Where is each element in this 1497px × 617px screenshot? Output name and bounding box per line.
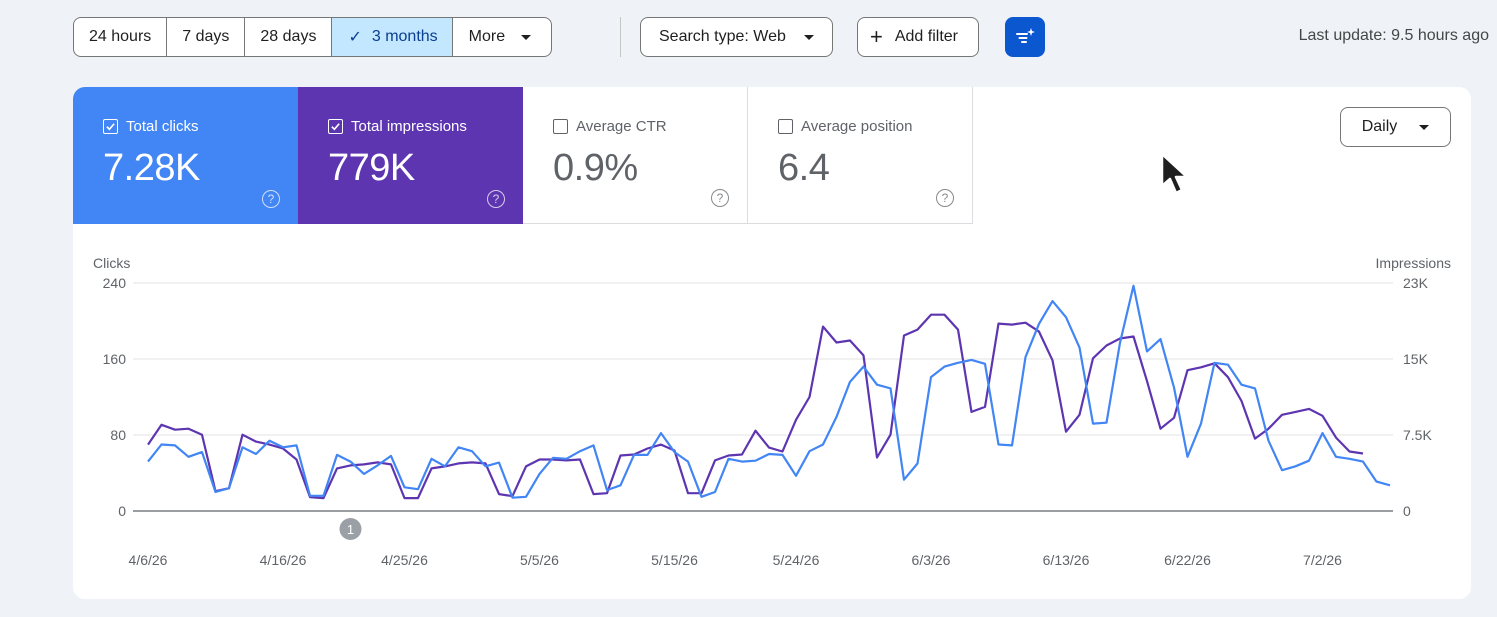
- last-update-text: Last update: 9.5 hours ago: [1298, 27, 1489, 44]
- help-icon[interactable]: ?: [262, 190, 280, 208]
- granularity-dropdown[interactable]: Daily: [1340, 107, 1451, 147]
- right-tick-label: 0: [1403, 503, 1411, 519]
- help-icon[interactable]: ?: [711, 189, 729, 207]
- granularity-label: Daily: [1361, 118, 1398, 135]
- range-more-dropdown[interactable]: More: [453, 18, 551, 56]
- metric-value: 7.28K: [103, 147, 200, 189]
- metric-average-position[interactable]: Average position 6.4 ?: [748, 87, 973, 224]
- checkbox-checked-icon[interactable]: [328, 119, 343, 134]
- metric-value: 6.4: [778, 147, 830, 189]
- filter-sparkle-icon: [1016, 28, 1035, 43]
- performance-chart: Clicks Impressions 240 23K 160 15K 80 7.5K 0 0 4/6…: [93, 255, 1451, 568]
- right-tick-label: 15K: [1403, 351, 1429, 367]
- x-tick-label: 6/22/26: [1164, 552, 1211, 568]
- checkbox-checked-icon[interactable]: [103, 119, 118, 134]
- metric-average-ctr[interactable]: Average CTR 0.9% ?: [523, 87, 748, 224]
- right-tick-label: 23K: [1403, 275, 1429, 291]
- x-tick-label: 4/25/26: [381, 552, 428, 568]
- help-icon[interactable]: ?: [487, 190, 505, 208]
- checkbox-unchecked-icon[interactable]: [778, 119, 793, 134]
- annotation-marker[interactable]: [339, 518, 362, 540]
- search-type-label: Search type: Web: [659, 28, 786, 45]
- left-tick-label: 160: [103, 351, 127, 367]
- range-24-hours[interactable]: 24 hours: [74, 18, 168, 56]
- date-range-selector: 24 hours 7 days 28 days ✓ 3 months More: [73, 17, 553, 57]
- left-tick-label: 240: [103, 275, 127, 291]
- metric-value: 779K: [328, 147, 415, 189]
- metric-label: Total impressions: [351, 118, 467, 135]
- metric-value: 0.9%: [553, 147, 638, 189]
- x-tick-label: 7/2/26: [1303, 552, 1342, 568]
- mouse-pointer-icon: [1160, 152, 1189, 195]
- search-type-dropdown[interactable]: Search type: Web: [640, 17, 833, 57]
- caret-down-icon: [803, 34, 814, 40]
- series-line-impressions: [147, 313, 1364, 500]
- left-tick-label: 0: [118, 503, 126, 519]
- series-line-clicks: [147, 284, 1391, 499]
- range-28-days[interactable]: 28 days: [245, 18, 333, 56]
- right-axis-title: Impressions: [1376, 255, 1451, 271]
- metric-label: Average CTR: [576, 118, 667, 135]
- metric-label: Average position: [801, 118, 913, 135]
- toolbar: 24 hours 7 days 28 days ✓ 3 months More …: [0, 0, 1497, 75]
- x-tick-label: 5/24/26: [773, 552, 820, 568]
- metric-total-clicks[interactable]: Total clicks 7.28K ?: [73, 87, 298, 224]
- toolbar-divider: [620, 17, 621, 57]
- left-tick-label: 80: [110, 427, 126, 443]
- range-7-days[interactable]: 7 days: [167, 18, 246, 56]
- ai-filter-button[interactable]: [1005, 17, 1045, 57]
- annotation-label: 1: [347, 522, 354, 537]
- left-axis-title: Clicks: [93, 255, 130, 271]
- caret-down-icon: [1419, 124, 1430, 130]
- x-tick-label: 6/3/26: [912, 552, 951, 568]
- range-3-months[interactable]: ✓ 3 months: [332, 18, 453, 56]
- plus-icon: +: [870, 24, 883, 49]
- right-tick-label: 7.5K: [1403, 427, 1432, 443]
- performance-card: Total clicks 7.28K ? Total impressions 7…: [73, 87, 1471, 599]
- x-tick-label: 5/5/26: [520, 552, 559, 568]
- help-icon[interactable]: ?: [936, 189, 954, 207]
- x-tick-label: 5/15/26: [651, 552, 698, 568]
- metric-label: Total clicks: [126, 118, 199, 135]
- x-tick-label: 4/6/26: [129, 552, 168, 568]
- add-filter-button[interactable]: + Add filter: [857, 17, 979, 57]
- add-filter-label: Add filter: [894, 28, 958, 45]
- metric-total-impressions[interactable]: Total impressions 779K ?: [298, 87, 523, 224]
- caret-down-icon: [521, 34, 532, 40]
- check-icon: ✓: [348, 29, 362, 46]
- checkbox-unchecked-icon[interactable]: [553, 119, 568, 134]
- x-tick-label: 4/16/26: [260, 552, 307, 568]
- x-tick-label: 6/13/26: [1043, 552, 1090, 568]
